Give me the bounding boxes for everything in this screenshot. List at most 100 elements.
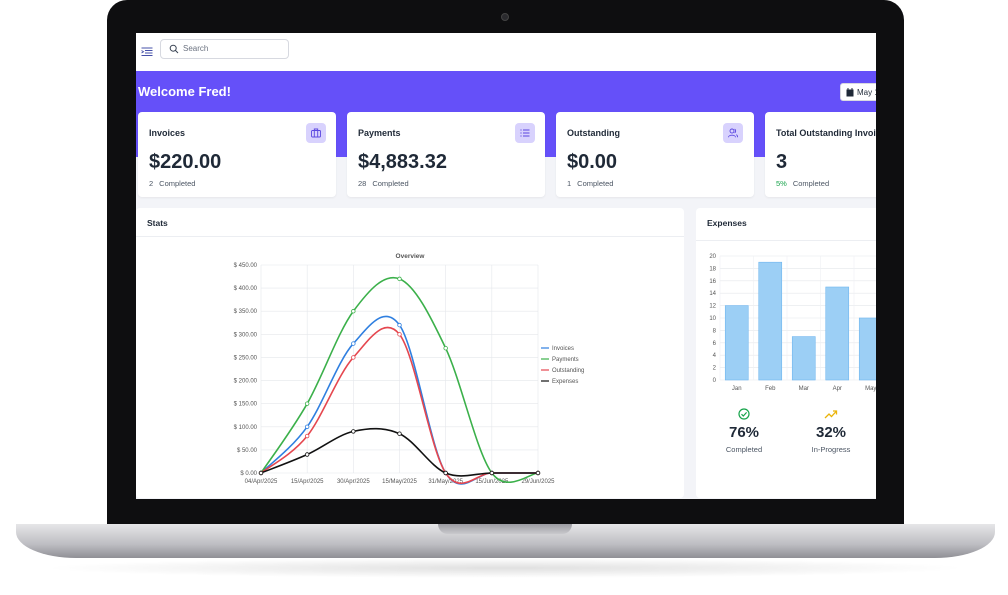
y-tick-label: 10 (709, 316, 716, 322)
expenses-panel: Expenses 0 2 4 6 8 10 12 14 16 18 20 Jan Feb Mar Apr M… (696, 208, 876, 498)
legend-label: Invoices (552, 346, 574, 352)
search-placeholder: Search (183, 44, 209, 53)
menu-toggle-icon[interactable] (141, 46, 153, 58)
divider (696, 240, 876, 241)
x-tick-label: 30/Apr/2025 (337, 479, 370, 485)
y-axis-ticks: 0 2 4 6 8 10 12 14 16 18 20 (709, 254, 716, 384)
data-point (304, 452, 310, 457)
kpi-label: In-Progress (811, 445, 851, 454)
card-title: Total Outstanding Invoices (776, 128, 876, 138)
kpi-completed: 76% Completed (714, 408, 774, 454)
x-tick-label: Feb (765, 386, 776, 392)
search-icon (169, 44, 179, 54)
y-axis-ticks: $ 0.00 $ 50.00 $ 100.00 $ 150.00 $ 200.00 $ 2… (234, 263, 258, 477)
outstanding-card[interactable]: Outstanding $0.00 1 Completed (556, 112, 754, 197)
data-point (397, 276, 402, 282)
welcome-heading: Welcome Fred! (138, 84, 231, 99)
y-tick-label: $ 250.00 (234, 355, 258, 361)
list-icon (515, 123, 535, 143)
y-tick-label: $ 0.00 (240, 471, 257, 477)
app-screen: Search Welcome Fred! May 1 Invoices $220… (136, 33, 876, 499)
y-tick-label: 12 (709, 304, 716, 310)
card-title: Invoices (149, 128, 186, 138)
card-count-label: Completed (159, 179, 196, 188)
calendar-icon (846, 88, 854, 97)
y-tick-label: 20 (709, 254, 716, 260)
card-subtitle: 1 Completed (567, 179, 613, 188)
y-tick-label: $ 50.00 (237, 448, 258, 454)
x-tick-label: May (865, 386, 876, 392)
x-axis-ticks: 04/Apr/2025 15/Apr/2025 30/Apr/2025 15/May/… (245, 479, 556, 485)
card-percent: 5% (776, 179, 787, 188)
bar (791, 336, 816, 381)
x-tick-label: Apr (833, 386, 842, 392)
y-tick-label: $ 200.00 (234, 379, 258, 385)
x-tick-label: 15/May/2025 (382, 479, 417, 485)
y-tick-label: 4 (713, 353, 717, 359)
y-tick-label: $ 400.00 (234, 286, 258, 292)
legend-label: Outstanding (552, 368, 584, 374)
card-subtitle: 5% Completed (776, 179, 829, 188)
card-count-label: Completed (577, 179, 614, 188)
data-point (304, 401, 310, 406)
expenses-title: Expenses (707, 218, 747, 228)
data-point (258, 470, 264, 476)
y-tick-label: 18 (709, 266, 716, 272)
x-tick-label: Mar (799, 386, 809, 392)
x-tick-label: 15/Apr/2025 (291, 479, 324, 485)
y-tick-label: 16 (709, 279, 716, 285)
kpi-value: 76% (728, 424, 760, 441)
card-value: 3 (776, 151, 788, 173)
y-tick-label: 14 (709, 291, 716, 297)
x-tick-label: Jan (732, 386, 742, 392)
camera-icon (501, 13, 509, 21)
card-subtitle: 2 Completed (149, 179, 195, 188)
card-count-label: Completed (372, 179, 409, 188)
legend-label: Expenses (552, 379, 578, 385)
chart-title: Overview (396, 253, 426, 260)
card-count: 2 (149, 179, 154, 188)
date-picker-button[interactable]: May 1 (840, 83, 876, 101)
data-point (351, 429, 356, 434)
legend-label: Payments (552, 357, 579, 363)
divider (136, 236, 684, 237)
data-point (397, 332, 402, 337)
total-outstanding-card[interactable]: Total Outstanding Invoices 3 5% Completed (765, 112, 876, 197)
data-point (397, 322, 402, 328)
users-icon (723, 123, 743, 143)
search-input[interactable]: Search (160, 39, 289, 59)
y-tick-label: $ 350.00 (234, 309, 258, 315)
expenses-bar-chart: 0 2 4 6 8 10 12 14 16 18 20 Jan Feb Mar Apr May (709, 254, 876, 392)
card-count: 28 (358, 179, 367, 188)
x-axis-ticks: Jan Feb Mar Apr May (732, 386, 876, 392)
card-title: Payments (358, 128, 401, 138)
chart-series (258, 276, 541, 485)
x-tick-label: 31/May/2025 (428, 479, 463, 485)
bar (825, 286, 850, 381)
y-tick-label: $ 150.00 (234, 402, 258, 408)
kpi-in-progress: 32% In-Progress (801, 408, 861, 454)
briefcase-icon (306, 123, 326, 143)
bar (724, 305, 749, 381)
payments-card[interactable]: Payments $4,883.32 28 Completed (347, 112, 545, 197)
bar (758, 261, 783, 381)
data-point (489, 470, 495, 476)
date-label: May 1 (857, 88, 876, 97)
y-tick-label: $ 450.00 (234, 263, 258, 269)
overview-line-chart: Overview $ 0.00$ 50.00$ 100.00$ 150.00$ … (234, 253, 585, 485)
y-tick-label: $ 100.00 (234, 425, 258, 431)
x-tick-label: 29/Jun/2025 (521, 479, 555, 485)
data-point (351, 341, 356, 346)
y-tick-label: 2 (713, 366, 717, 372)
card-value: $220.00 (149, 151, 222, 173)
data-point (351, 309, 356, 314)
x-tick-label: 04/Apr/2025 (245, 479, 278, 485)
chart-legend: Invoices Payments Outstanding Expenses (541, 346, 584, 385)
check-circle-icon (738, 408, 750, 420)
invoices-card[interactable]: Invoices $220.00 2 Completed (138, 112, 336, 197)
laptop-shadow (40, 558, 970, 578)
card-subtitle: 28 Completed (358, 179, 409, 188)
stats-panel: Stats Overview $ 0.00 $ 50.00 $ 100.00 $ 15… (136, 208, 684, 498)
data-point (351, 355, 356, 360)
kpi-label: Completed (725, 445, 763, 454)
